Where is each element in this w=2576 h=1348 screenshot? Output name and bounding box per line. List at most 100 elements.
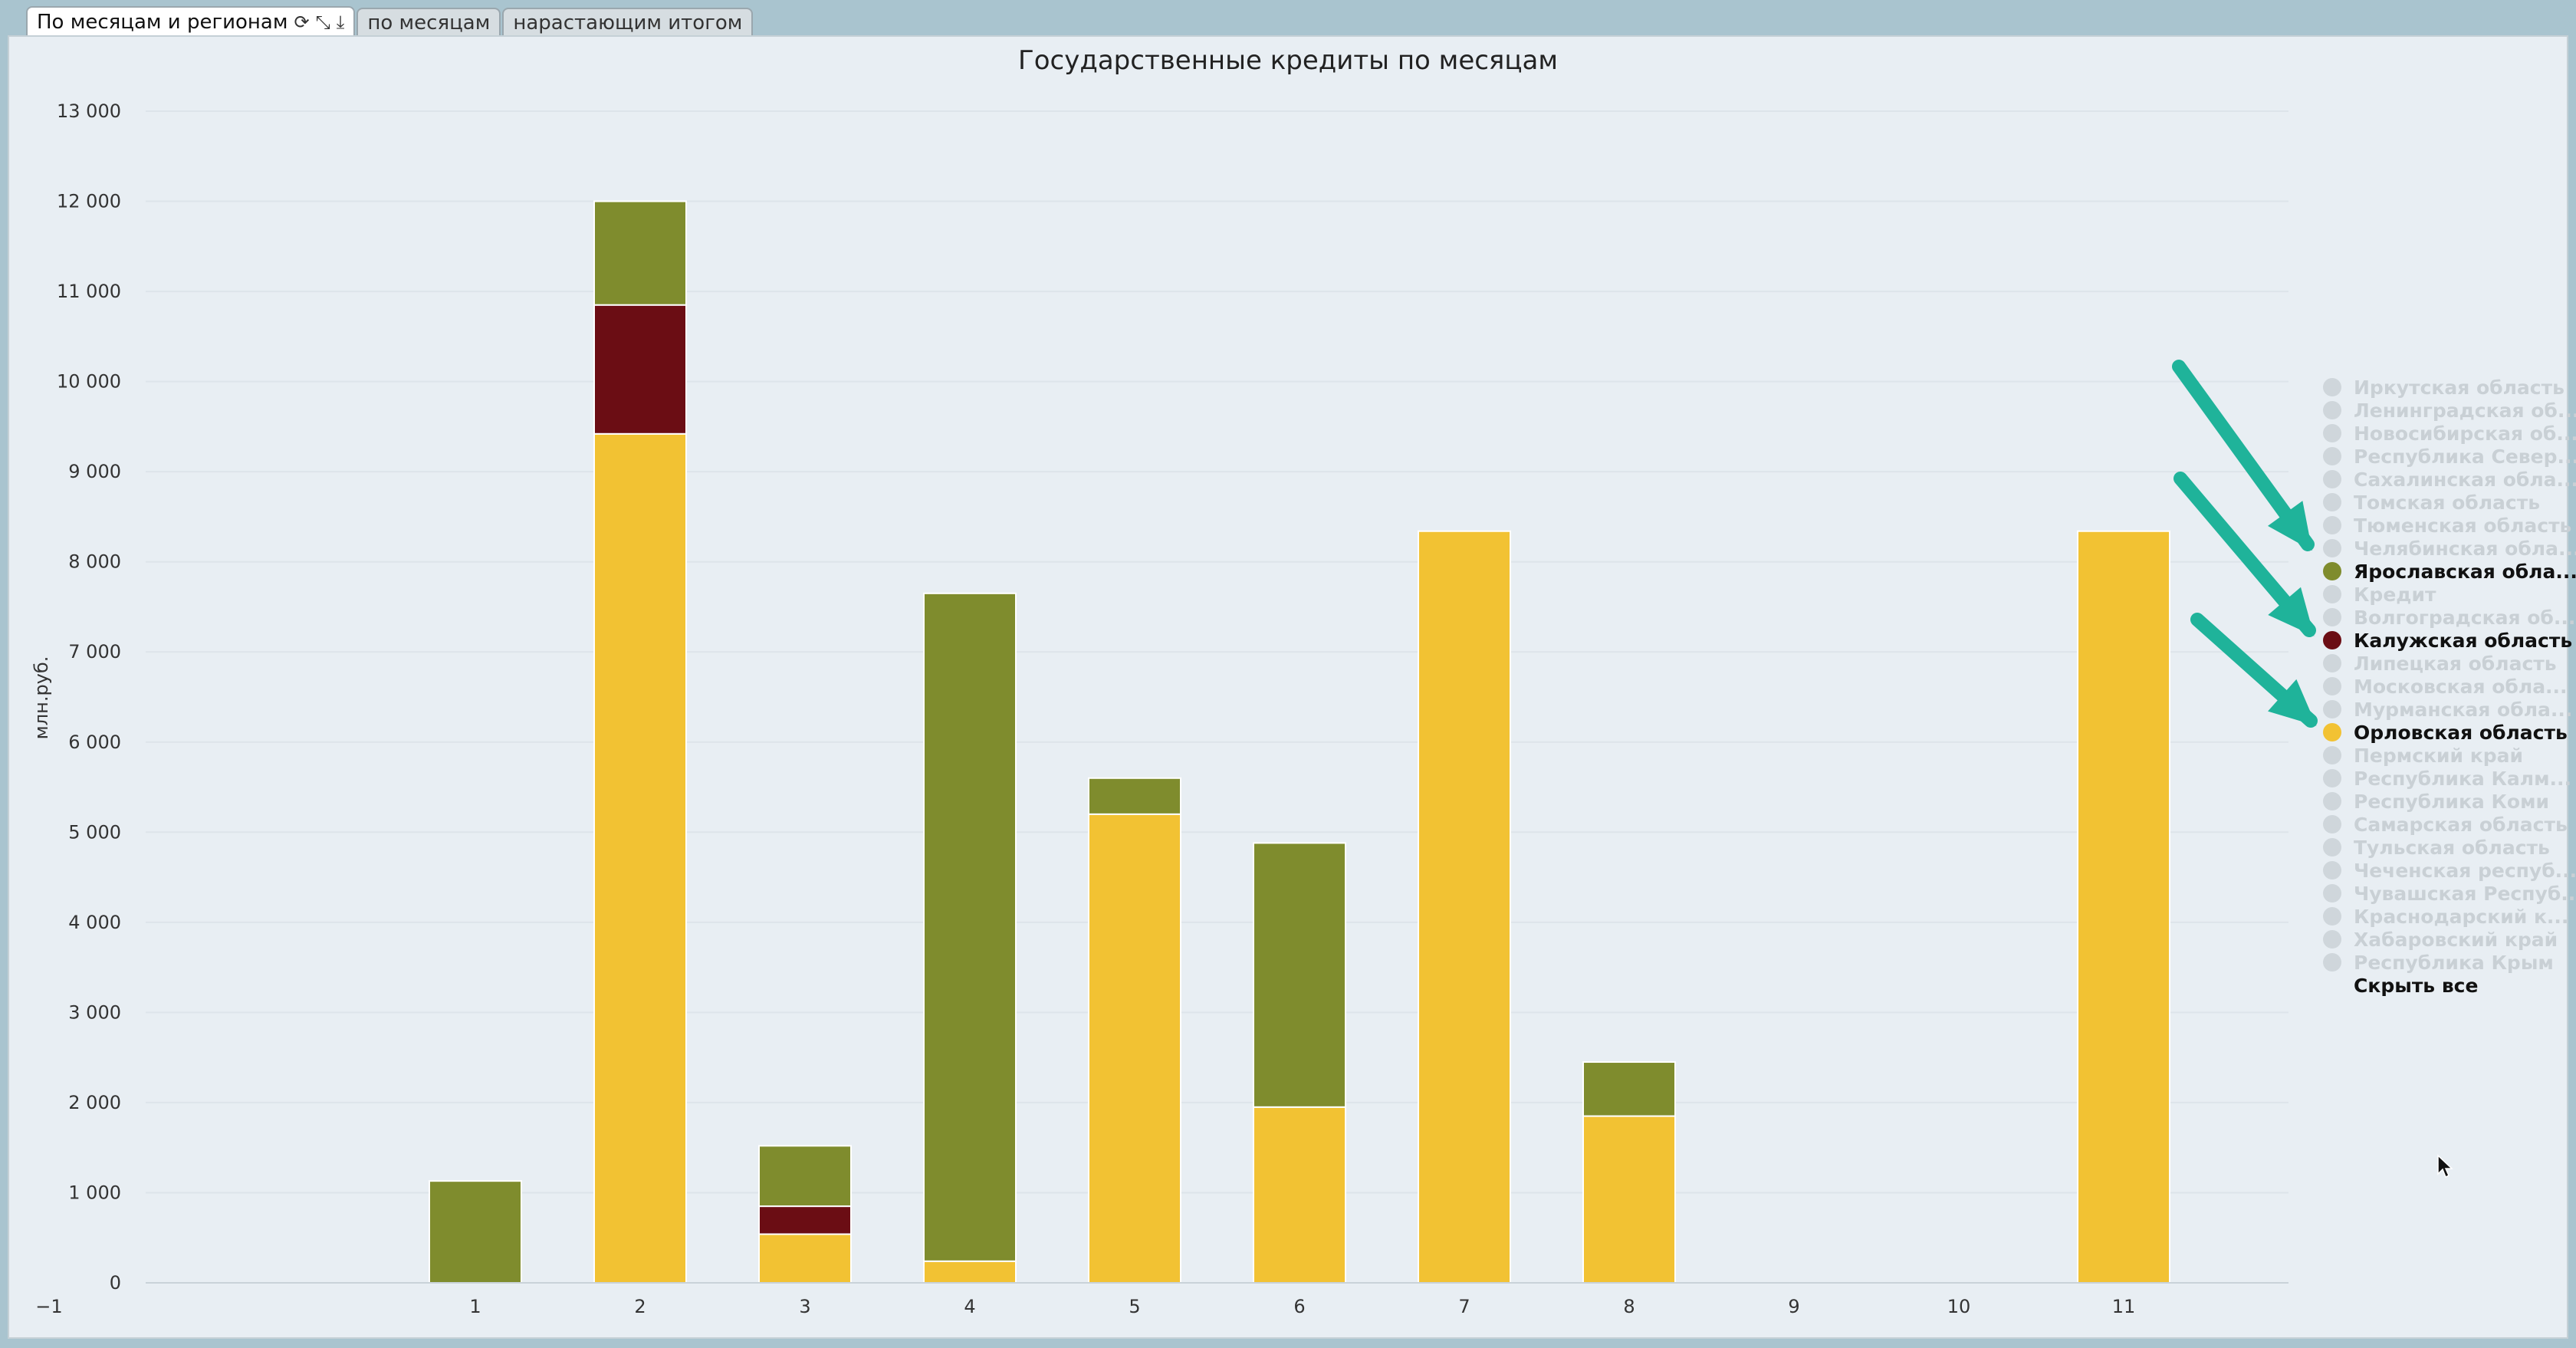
bar-segment[interactable] (593, 200, 687, 306)
legend-item[interactable]: Чувашская Респуб... (2323, 883, 2576, 905)
legend-item[interactable]: Республика Коми (2323, 791, 2549, 813)
legend-label: Республика Коми (2354, 791, 2549, 813)
x-tick-label: 10 (1947, 1296, 1971, 1317)
legend-marker (2323, 930, 2341, 949)
legend-item[interactable]: Кредит (2323, 584, 2436, 606)
legend-label: Мурманская обла... (2354, 699, 2572, 721)
legend-marker (2323, 516, 2341, 534)
legend-marker (2323, 447, 2341, 465)
x-tick-label: 7 (1458, 1296, 1470, 1317)
legend-item[interactable]: Краснодарский к... (2323, 906, 2568, 928)
bar-segment[interactable] (1418, 530, 1511, 1284)
legend-item[interactable]: Калужская область (2323, 630, 2572, 652)
legend-item[interactable]: Челябинская обла... (2323, 538, 2576, 560)
legend-item[interactable]: Ленинградская об... (2323, 399, 2576, 422)
legend-marker (2323, 861, 2341, 879)
y-axis-label: млн.руб. (31, 656, 52, 740)
bar-segment[interactable] (758, 1233, 852, 1284)
legend-item[interactable]: Иркутская область (2323, 376, 2564, 399)
legend-label: Волгоградская об... (2354, 607, 2575, 629)
legend-item[interactable]: Томская область (2323, 492, 2540, 514)
legend-marker (2323, 539, 2341, 557)
legend-item[interactable]: Орловская область (2323, 722, 2568, 744)
tab-cumulative[interactable]: нарастающим итогом (502, 8, 754, 37)
y-tick-label: 10 000 (57, 371, 121, 393)
legend-label: Сахалинская обла... (2354, 469, 2576, 491)
legend-label: Ярославская обла... (2354, 561, 2576, 583)
legend-item[interactable]: Республика Крым (2323, 952, 2554, 974)
x-tick-label: 6 (1293, 1296, 1305, 1317)
bar-segment[interactable] (758, 1145, 852, 1208)
legend-item[interactable]: Тюменская область (2323, 515, 2571, 537)
legend-label: Иркутская область (2354, 376, 2564, 399)
legend-item[interactable]: Липецкая область (2323, 653, 2557, 675)
legend-item[interactable]: Московская обла... (2323, 676, 2568, 698)
legend-label: Челябинская обла... (2354, 538, 2576, 560)
legend-label: Краснодарский к... (2354, 906, 2568, 928)
annotation-arrow (2174, 472, 2316, 637)
tab-label: по месяцам (367, 12, 491, 35)
legend-item[interactable]: Мурманская обла... (2323, 699, 2572, 721)
x-tick-label: 9 (1788, 1296, 1799, 1317)
tab-by-month-and-region[interactable]: По месяцам и регионам ⟳ ⤡ ⤓ (26, 6, 356, 37)
bar-segment[interactable] (429, 1180, 522, 1284)
annotation-arrow (2190, 613, 2318, 728)
tab-label: По месяцам и регионам (37, 11, 288, 34)
y-tick-label: 7 000 (68, 641, 121, 662)
bar-segment[interactable] (923, 592, 1017, 1262)
legend-marker (2323, 884, 2341, 903)
legend-label: Самарская область (2354, 814, 2568, 836)
download-icon[interactable]: ⤓ (336, 12, 345, 33)
bar-segment[interactable] (1253, 1106, 1346, 1284)
bar-segment[interactable] (593, 304, 687, 435)
refresh-icon[interactable]: ⟳ (294, 12, 310, 33)
y-tick-label: 0 (110, 1272, 121, 1294)
y-tick-label: 5 000 (68, 821, 121, 843)
legend-item[interactable]: Ярославская обла... (2323, 561, 2576, 583)
legend-item[interactable]: Сахалинская обла... (2323, 469, 2576, 491)
mouse-cursor-icon (2437, 1154, 2453, 1179)
legend-marker (2323, 792, 2341, 810)
bar-segment[interactable] (758, 1205, 852, 1235)
legend-label: Республика Север... (2354, 445, 2576, 468)
y-tick-label: 2 000 (68, 1092, 121, 1113)
legend-item[interactable]: Тульская область (2323, 837, 2550, 859)
collapse-icon[interactable]: ⤡ (315, 12, 330, 33)
legend-marker (2323, 815, 2341, 833)
bar-segment[interactable] (593, 432, 687, 1284)
x-tick-label: 2 (634, 1296, 646, 1317)
legend-label: Республика Калм... (2354, 768, 2571, 790)
hide-all-button[interactable]: Скрыть все (2354, 975, 2478, 997)
legend-item[interactable]: Чеченская респуб... (2323, 860, 2576, 882)
legend-marker (2323, 654, 2341, 672)
legend-label: Тюменская область (2354, 515, 2571, 537)
legend-label: Калужская область (2354, 630, 2572, 652)
legend-item[interactable]: Самарская область (2323, 814, 2568, 836)
bar-segment[interactable] (2077, 530, 2170, 1284)
legend-marker (2323, 608, 2341, 626)
legend-item[interactable]: Новосибирская об... (2323, 422, 2576, 445)
bar-segment[interactable] (1088, 813, 1181, 1284)
legend-marker (2323, 677, 2341, 695)
legend-label: Липецкая область (2354, 653, 2557, 675)
legend-marker (2323, 470, 2341, 488)
legend-item[interactable]: Хабаровский край (2323, 929, 2558, 951)
bar-segment[interactable] (1253, 842, 1346, 1108)
tab-by-month[interactable]: по месяцам (356, 8, 501, 37)
legend-item[interactable]: Республика Калм... (2323, 768, 2571, 790)
annotation-arrow (2172, 360, 2315, 551)
legend-marker (2323, 700, 2341, 718)
legend-marker (2323, 953, 2341, 972)
bar-segment[interactable] (1088, 777, 1181, 815)
legend-item[interactable]: Республика Север... (2323, 445, 2576, 468)
legend-item[interactable]: Волгоградская об... (2323, 607, 2575, 629)
legend-item[interactable]: Пермский край (2323, 745, 2523, 767)
bar-segment[interactable] (1582, 1115, 1676, 1284)
bar-segment[interactable] (1582, 1061, 1676, 1117)
y-tick-label: 11 000 (57, 281, 121, 302)
legend-label: Кредит (2354, 584, 2436, 606)
bar-segment[interactable] (923, 1260, 1017, 1284)
legend-marker (2323, 378, 2341, 396)
y-tick-label: 3 000 (68, 1001, 121, 1023)
